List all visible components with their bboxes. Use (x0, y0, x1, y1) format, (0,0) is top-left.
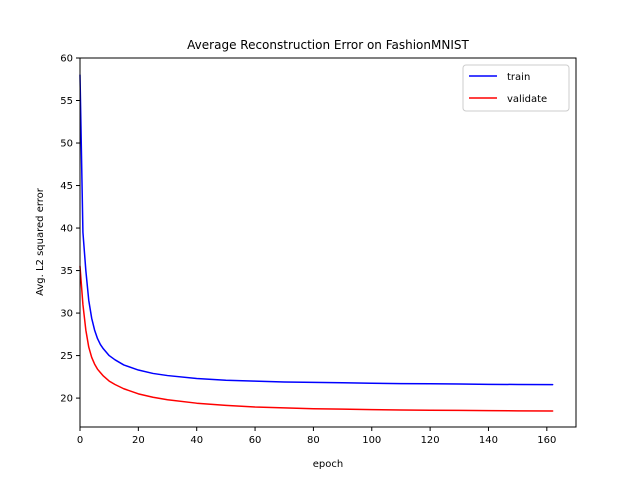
legend-label-validate: validate (507, 94, 547, 105)
x-axis-title: epoch (313, 459, 343, 470)
x-tick-label: 140 (479, 435, 498, 446)
y-axis-title: Avg. L2 squared error (35, 187, 46, 296)
y-tick-label: 35 (60, 266, 73, 277)
x-tick-label: 80 (307, 435, 320, 446)
x-tick-label: 120 (421, 435, 440, 446)
y-tick-label: 45 (60, 181, 73, 192)
series-line-validate (79, 265, 554, 412)
x-tick-label: 60 (249, 435, 262, 446)
x-tick-label: 100 (362, 435, 381, 446)
legend-label-train: train (507, 72, 530, 83)
y-tick-label: 55 (60, 96, 73, 107)
y-tick-label: 40 (60, 224, 73, 235)
y-tick-label: 30 (60, 309, 73, 320)
y-tick-label: 20 (60, 394, 73, 405)
y-tick-label: 50 (60, 139, 73, 150)
y-tick-label: 60 (60, 54, 73, 65)
y-tick-label: 25 (60, 351, 73, 362)
legend: train validate (462, 64, 570, 112)
axes-frame (79, 57, 577, 428)
series-line-train (79, 74, 554, 386)
x-tick-label: 0 (77, 435, 83, 446)
x-tick-label: 40 (190, 435, 203, 446)
chart-title: Average Reconstruction Error on FashionM… (187, 38, 469, 52)
x-tick-label: 160 (537, 435, 556, 446)
x-tick-label: 20 (132, 435, 145, 446)
plot-area (79, 74, 554, 412)
x-axis: 0 20 40 60 80 100 120 140 160 (77, 427, 556, 446)
y-axis: 20 25 30 35 40 45 50 55 60 (60, 54, 80, 405)
